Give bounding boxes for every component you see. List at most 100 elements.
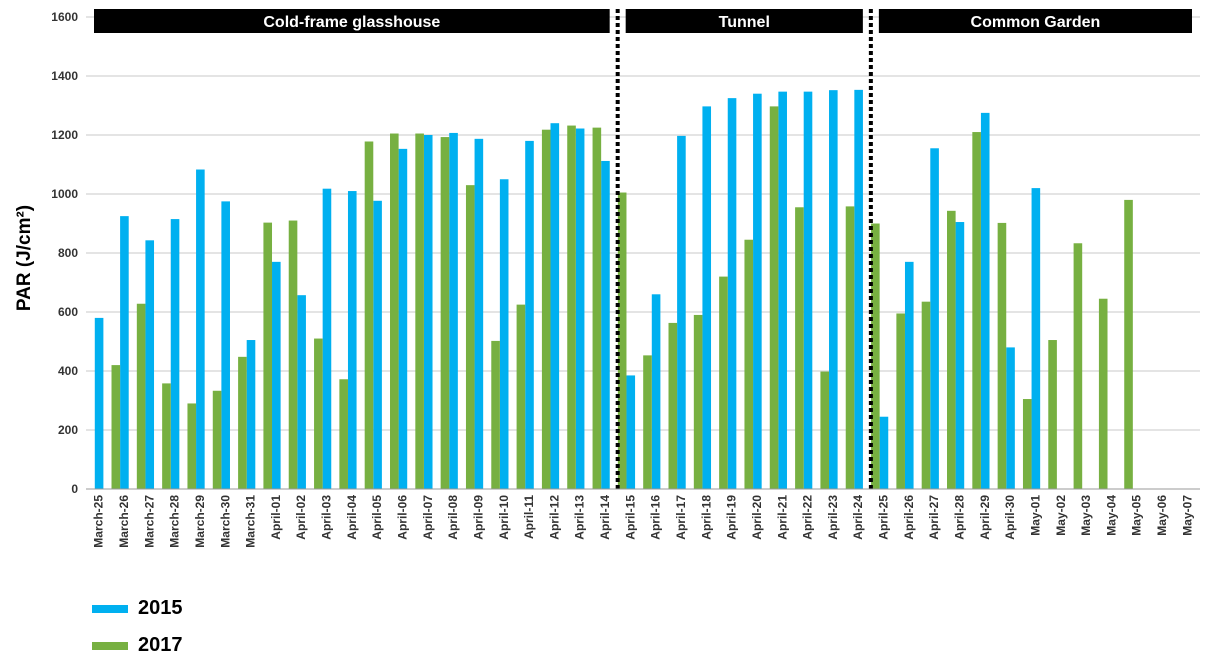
bar-2015-April-04 [347, 191, 357, 490]
bar-2015-April-10 [499, 179, 509, 489]
bar-2017-April-28 [947, 210, 956, 489]
bar-2015-April-05 [373, 200, 382, 489]
bar-2015-April-03 [322, 188, 332, 489]
bar-2015-March-28 [170, 219, 180, 489]
bar-2015-April-19 [727, 98, 737, 489]
y-tick-label: 400 [58, 364, 78, 378]
legend-item-2015: 2015 [92, 590, 183, 627]
section-header-label: Cold-frame glasshouse [263, 14, 440, 31]
x-tick-label: March-26 [117, 495, 131, 548]
section-header-label: Tunnel [719, 14, 770, 31]
bar-2015-May-01 [1031, 188, 1041, 489]
y-tick-label: 1200 [51, 128, 78, 142]
x-tick-label: April-30 [1003, 495, 1017, 540]
bar-2015-April-21 [778, 91, 787, 489]
bar-2015-March-30 [221, 201, 230, 489]
bar-2017-April-23 [820, 371, 830, 489]
bar-2017-April-27 [921, 301, 931, 489]
x-tick-label: March-25 [92, 495, 106, 548]
section-header-bar [625, 9, 863, 33]
x-tick-label: May-03 [1079, 495, 1093, 536]
x-tick-label: April-03 [320, 495, 334, 540]
x-tick-label: April-08 [446, 495, 460, 540]
x-tick-label: April-29 [978, 495, 992, 540]
bar-2017-April-25 [871, 223, 880, 489]
bar-2017-April-13 [567, 125, 576, 489]
bar-2017-April-06 [390, 133, 399, 489]
bar-2015-April-23 [829, 90, 838, 489]
bar-2017-May-01 [1022, 399, 1032, 489]
x-tick-label: March-28 [168, 495, 182, 548]
x-axis-ticks: March-25 March-26 March-27 March-28 March-29… [92, 495, 1195, 548]
bar-2017-April-12 [541, 129, 551, 489]
par-bar-chart: 0 200 400 600 800 1000 1200 1400 1600 PAR (J/cm²… [14, 9, 1200, 548]
bar-2017-April-22 [795, 207, 804, 489]
x-tick-label: March-30 [218, 495, 232, 548]
x-tick-label: May-05 [1130, 495, 1144, 536]
bar-2015-April-13 [575, 128, 585, 489]
bar-2017-April-08 [440, 137, 450, 489]
y-tick-label: 1600 [51, 10, 78, 24]
bar-2017-April-14 [592, 127, 602, 489]
bar-2015-April-26 [904, 261, 914, 489]
bar-2015-April-29 [980, 112, 990, 489]
y-tick-label: 600 [58, 305, 78, 319]
bar-2015-April-09 [474, 138, 484, 489]
legend-swatch-2017 [92, 641, 128, 650]
legend-label-2015: 2015 [138, 597, 183, 619]
bar-2017-April-30 [997, 222, 1007, 489]
bar-2015-April-28 [955, 222, 965, 489]
bar-2017-March-29 [187, 403, 197, 489]
bar-2015-April-14 [601, 160, 610, 489]
y-tick-label: 1000 [51, 187, 78, 201]
bar-2015-April-25 [879, 416, 889, 489]
x-tick-label: April-14 [598, 495, 612, 540]
bar-2017-May-04 [1098, 298, 1108, 489]
bar-2017-April-18 [693, 314, 703, 489]
bar-2015-March-26 [120, 216, 129, 489]
x-tick-label: March-31 [244, 495, 258, 548]
x-tick-label: April-22 [801, 495, 815, 540]
x-tick-label: April-27 [927, 495, 941, 540]
x-tick-label: April-10 [497, 495, 511, 540]
bar-2017-April-11 [516, 304, 526, 489]
bar-2017-April-07 [415, 133, 424, 489]
bar-2015-April-02 [297, 295, 306, 489]
bar-2015-March-31 [246, 340, 256, 489]
x-tick-label: April-04 [345, 495, 359, 540]
y-tick-label: 200 [58, 423, 78, 437]
x-tick-label: April-05 [370, 495, 384, 540]
bar-2015-April-01 [272, 261, 281, 489]
x-tick-label: April-19 [725, 495, 739, 540]
x-tick-label: April-07 [421, 495, 435, 540]
bar-2015-April-22 [803, 91, 813, 489]
bar-2017-April-24 [845, 206, 855, 489]
section-headers: Cold-frame glasshouse Tunnel Common Garden [94, 9, 1192, 33]
bar-2017-April-03 [314, 338, 323, 489]
x-tick-label: April-11 [522, 495, 536, 539]
bar-2017-April-17 [668, 322, 678, 489]
x-tick-label: April-15 [623, 495, 637, 540]
bar-2015-March-25 [94, 317, 104, 489]
bar-2017-March-26 [111, 365, 121, 489]
x-tick-label: April-28 [952, 495, 966, 540]
bar-2017-April-02 [288, 220, 298, 490]
bar-2017-April-21 [769, 106, 779, 489]
bar-2017-April-05 [364, 141, 374, 490]
x-tick-label: April-26 [902, 495, 916, 540]
legend: 2015 2017 [92, 590, 183, 664]
bar-2015-April-12 [550, 123, 560, 489]
x-tick-label: May-07 [1180, 495, 1194, 536]
bar-2017-April-16 [643, 355, 652, 489]
bar-2017-May-03 [1073, 243, 1083, 489]
x-tick-label: April-13 [573, 495, 587, 540]
y-tick-label: 0 [71, 482, 78, 496]
section-dividers [615, 9, 873, 489]
bar-2017-April-26 [896, 313, 905, 489]
x-tick-label: April-12 [547, 495, 561, 540]
bar-2015-April-24 [854, 89, 863, 490]
bar-2015-April-15 [626, 375, 636, 489]
bar-2017-April-19 [719, 276, 728, 489]
bar-2015-April-06 [398, 148, 408, 490]
x-tick-label: April-18 [699, 495, 713, 540]
